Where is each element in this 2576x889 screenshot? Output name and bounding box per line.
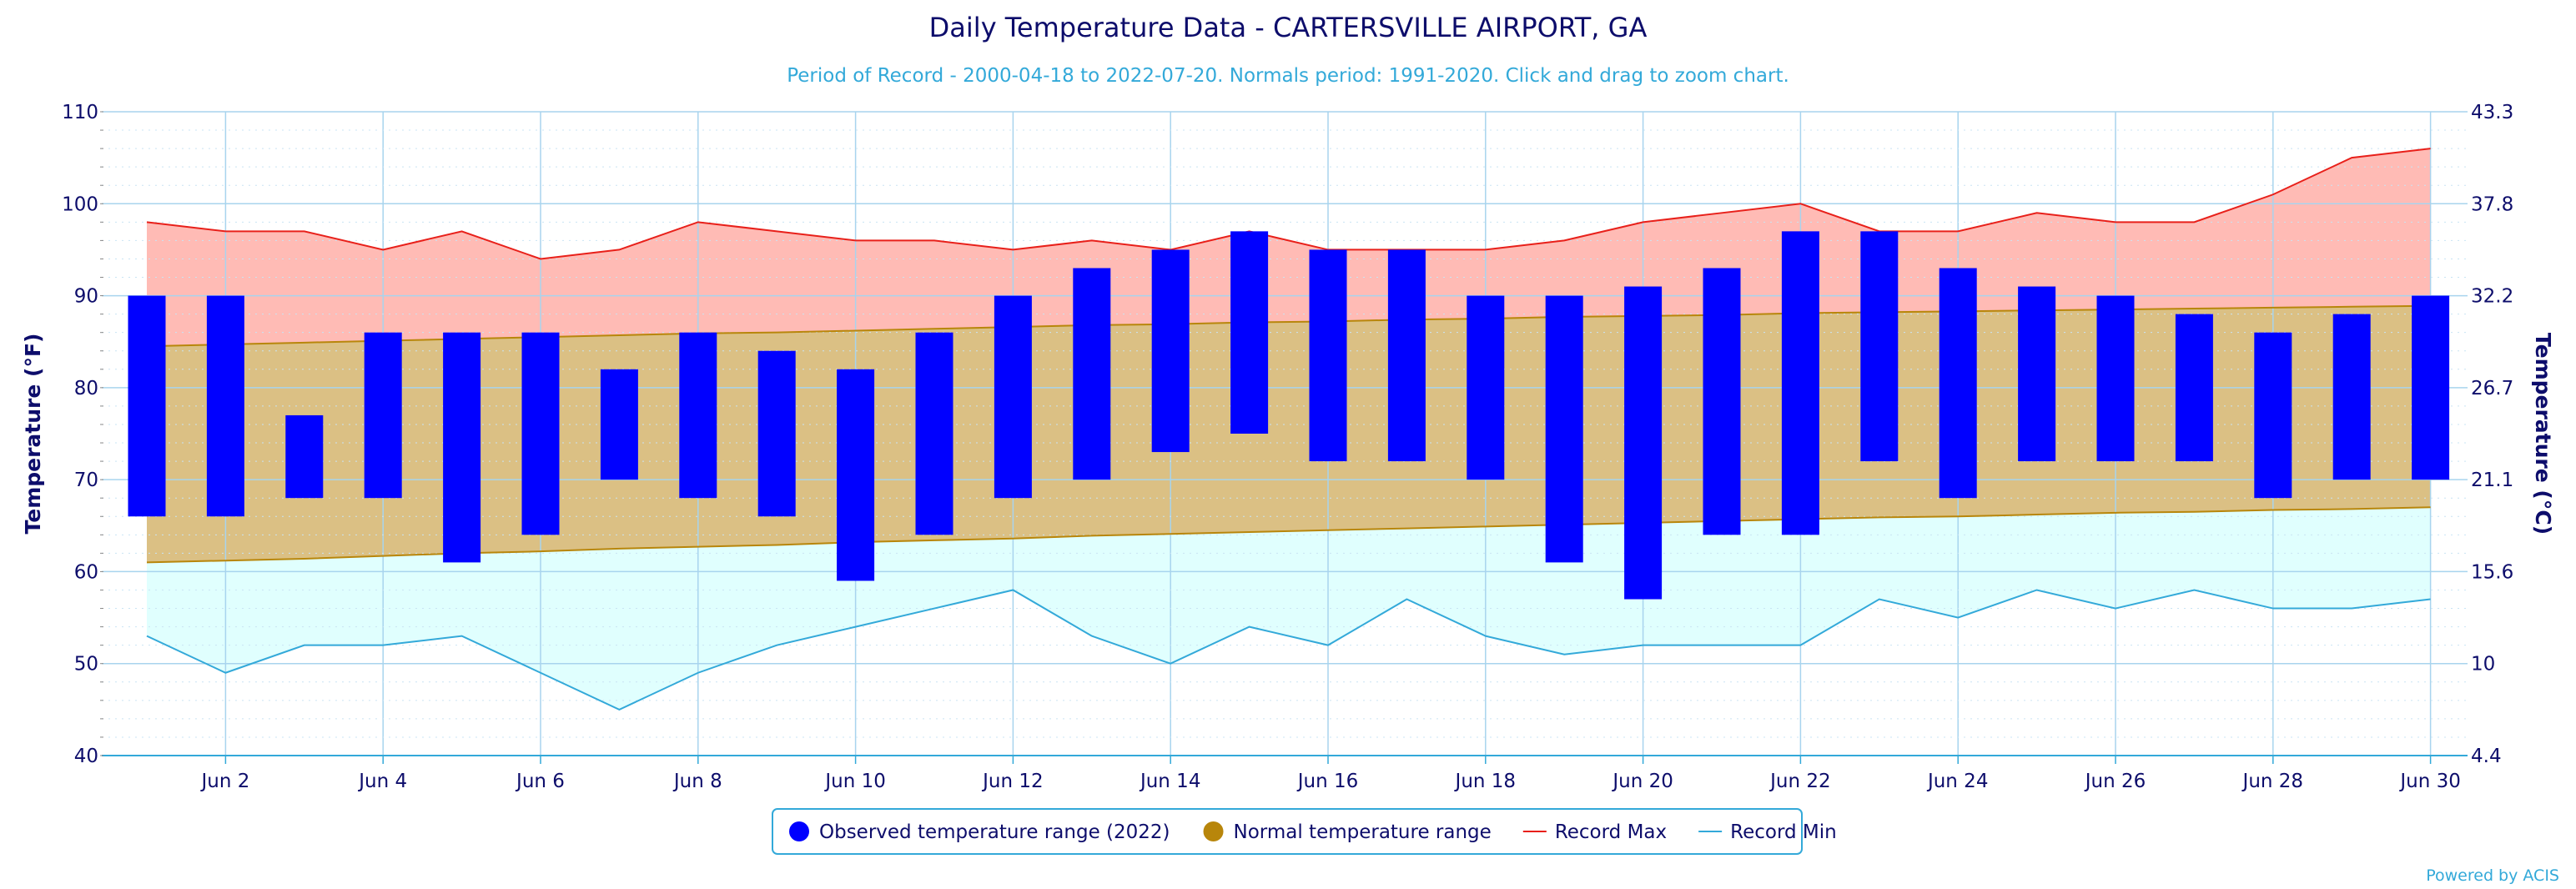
y-axis-title-right: Temperature (°C) bbox=[2531, 333, 2555, 535]
legend-marker bbox=[789, 821, 809, 841]
normal-range-area bbox=[147, 305, 2431, 563]
y-tick-label-left: 110 bbox=[62, 102, 98, 123]
record-min-area bbox=[147, 507, 2431, 710]
x-tick-label: Jun 14 bbox=[1139, 771, 1201, 792]
observed-bar-jun-15[interactable] bbox=[1230, 231, 1269, 434]
y-tick-label-left: 60 bbox=[74, 561, 98, 583]
observed-bar-jun-8[interactable] bbox=[679, 332, 717, 499]
observed-bar-jun-30[interactable] bbox=[2412, 295, 2450, 480]
x-tick-label: Jun 2 bbox=[199, 771, 249, 792]
observed-bar-jun-23[interactable] bbox=[1860, 231, 1899, 462]
y-tick-label-right: 15.6 bbox=[2471, 561, 2513, 583]
observed-bar-jun-7[interactable] bbox=[600, 369, 638, 480]
observed-bar-jun-16[interactable] bbox=[1309, 249, 1347, 462]
y-tick-label-left: 80 bbox=[74, 378, 98, 399]
legend-item-2[interactable]: Record Max bbox=[1522, 821, 1667, 843]
observed-bar-jun-2[interactable] bbox=[206, 295, 244, 517]
observed-bars[interactable] bbox=[128, 231, 2450, 600]
observed-bar-jun-21[interactable] bbox=[1703, 268, 1741, 535]
chart-legend[interactable]: Observed temperature range (2022) Normal … bbox=[772, 808, 1837, 855]
y-tick-label-right: 21.1 bbox=[2471, 470, 2513, 491]
x-tick-label: Jun 28 bbox=[2241, 771, 2304, 792]
observed-bar-jun-28[interactable] bbox=[2254, 332, 2292, 499]
observed-bar-jun-24[interactable] bbox=[1939, 268, 1977, 499]
observed-bar-jun-26[interactable] bbox=[2096, 295, 2135, 462]
observed-bar-jun-3[interactable] bbox=[285, 414, 324, 499]
credit-link[interactable]: Powered by ACIS bbox=[2426, 866, 2559, 885]
x-tick-label: Jun 16 bbox=[1296, 771, 1359, 792]
y-tick-label-right: 43.3 bbox=[2471, 102, 2513, 123]
y-tick-label-right: 10 bbox=[2471, 654, 2495, 676]
observed-bar-jun-27[interactable] bbox=[2175, 314, 2213, 462]
y-tick-label-left: 100 bbox=[62, 193, 98, 215]
legend-label: Record Min bbox=[1730, 821, 1837, 843]
x-tick-label: Jun 24 bbox=[1926, 771, 1989, 792]
x-tick-label: Jun 4 bbox=[357, 771, 407, 792]
x-tick-label: Jun 8 bbox=[672, 771, 722, 792]
x-tick-label: Jun 6 bbox=[515, 771, 565, 792]
y-tick-label-left: 70 bbox=[74, 470, 98, 491]
observed-bar-jun-17[interactable] bbox=[1387, 249, 1426, 462]
legend-label: Record Max bbox=[1555, 821, 1667, 843]
observed-bar-jun-18[interactable] bbox=[1467, 295, 1505, 480]
legend-item-1[interactable]: Normal temperature range bbox=[1203, 821, 1492, 843]
y-tick-label-left: 90 bbox=[74, 286, 98, 308]
y-tick-label-left: 40 bbox=[74, 746, 98, 767]
x-tick-label: Jun 22 bbox=[1768, 771, 1831, 792]
range-areas bbox=[147, 148, 2431, 710]
observed-bar-jun-13[interactable] bbox=[1073, 268, 1111, 480]
legend-item-3[interactable]: Record Min bbox=[1698, 821, 1837, 843]
observed-bar-jun-6[interactable] bbox=[521, 332, 560, 535]
x-tick-label: Jun 12 bbox=[981, 771, 1044, 792]
observed-bar-jun-9[interactable] bbox=[757, 350, 796, 517]
y-tick-label-right: 4.4 bbox=[2471, 746, 2502, 767]
y-tick-label-right: 32.2 bbox=[2471, 286, 2513, 308]
observed-bar-jun-10[interactable] bbox=[837, 369, 875, 581]
record-max-area bbox=[147, 148, 2431, 347]
observed-bar-jun-25[interactable] bbox=[2018, 286, 2056, 462]
legend-item-0[interactable]: Observed temperature range (2022) bbox=[789, 821, 1170, 843]
axes: 40 4.4 50 10 60 15.6 70 21.1 80 26.7 90 32.2 100 37.8… bbox=[62, 102, 2513, 792]
observed-bar-jun-11[interactable] bbox=[915, 332, 953, 535]
observed-bar-jun-5[interactable] bbox=[443, 332, 481, 563]
legend-label: Observed temperature range (2022) bbox=[819, 821, 1170, 843]
record-min-line bbox=[146, 589, 2431, 711]
observed-bar-jun-4[interactable] bbox=[364, 332, 402, 499]
observed-bar-jun-14[interactable] bbox=[1151, 249, 1190, 453]
record-max-line bbox=[146, 148, 2431, 260]
observed-bar-jun-20[interactable] bbox=[1624, 286, 1663, 600]
normal-low-line bbox=[146, 506, 2431, 564]
y-tick-label-left: 50 bbox=[74, 654, 98, 676]
chart-subtitle: Period of Record - 2000-04-18 to 2022-07… bbox=[787, 65, 1789, 87]
x-tick-label: Jun 20 bbox=[1611, 771, 1673, 792]
y-axis-title-left: Temperature (°F) bbox=[21, 334, 45, 535]
legend-label: Normal temperature range bbox=[1234, 821, 1492, 843]
observed-bar-jun-1[interactable] bbox=[128, 295, 166, 517]
legend-marker bbox=[1203, 821, 1224, 841]
x-tick-label: Jun 18 bbox=[1454, 771, 1517, 792]
x-tick-label: Jun 30 bbox=[2398, 771, 2461, 792]
legend-box bbox=[772, 808, 1803, 855]
observed-bar-jun-19[interactable] bbox=[1545, 295, 1583, 563]
observed-bar-jun-12[interactable] bbox=[994, 295, 1032, 499]
y-tick-label-right: 37.8 bbox=[2471, 193, 2513, 215]
y-tick-label-right: 26.7 bbox=[2471, 378, 2513, 399]
x-tick-label: Jun 10 bbox=[823, 771, 886, 792]
observed-bar-jun-29[interactable] bbox=[2332, 314, 2371, 480]
x-tick-label: Jun 26 bbox=[2084, 771, 2146, 792]
observed-bar-jun-22[interactable] bbox=[1781, 231, 1819, 535]
chart-title: Daily Temperature Data - CARTERSVILLE AI… bbox=[929, 12, 1648, 43]
